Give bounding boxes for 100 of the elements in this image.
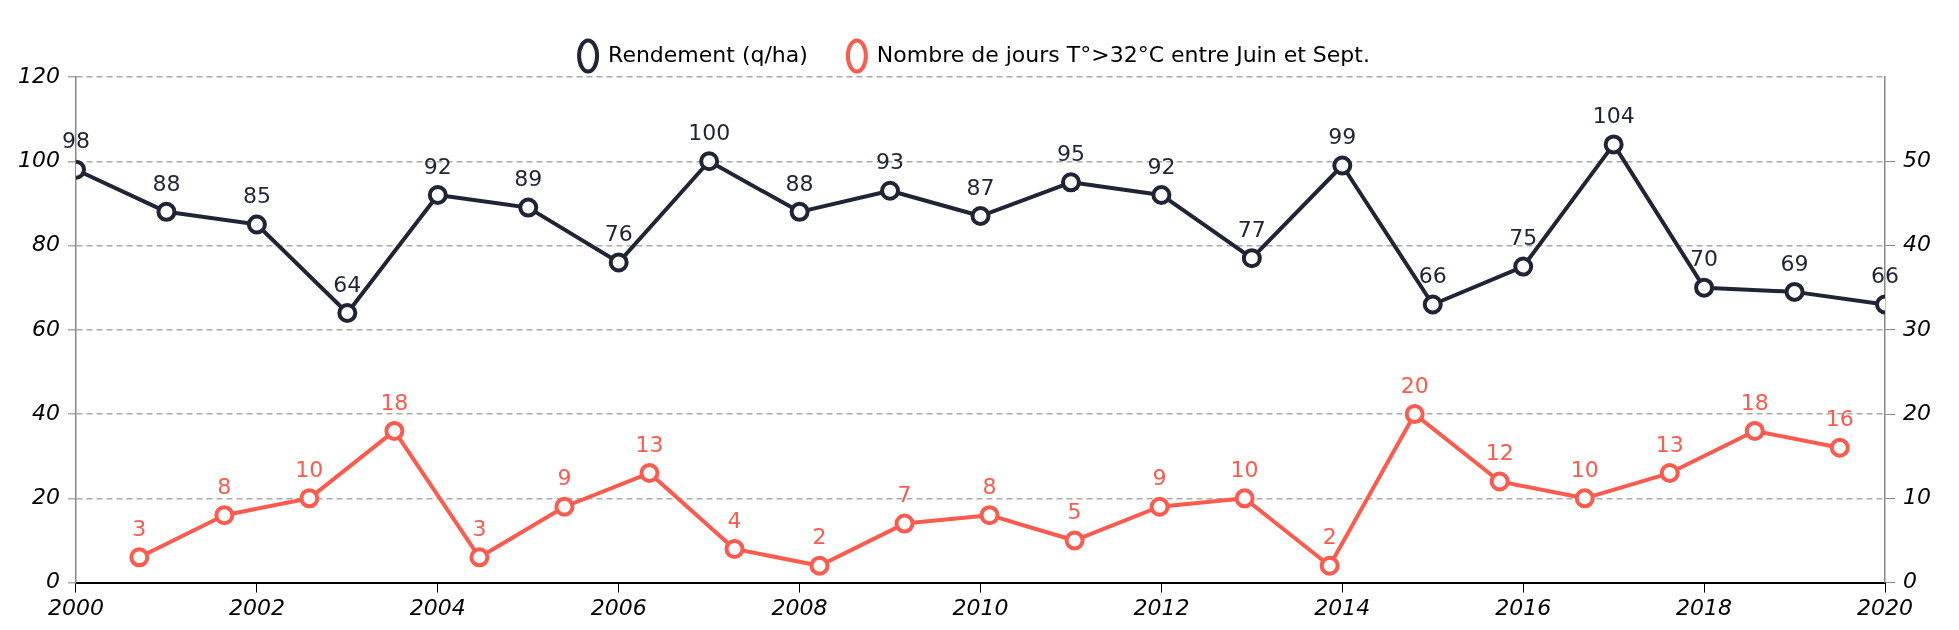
point: [880, 180, 901, 201]
data-label: 12: [1485, 440, 1514, 466]
data-label: 13: [1655, 431, 1684, 457]
data-label: 100: [688, 119, 731, 145]
point: [1422, 294, 1443, 315]
x-tick-label: 2004: [409, 594, 466, 620]
point: [469, 547, 490, 568]
data-label: 76: [604, 221, 633, 247]
point: [809, 555, 830, 576]
data-label: 98: [61, 128, 90, 154]
point: [129, 547, 150, 568]
data-label: 8: [982, 473, 997, 499]
data-label: 2: [812, 524, 827, 550]
point: [1241, 248, 1262, 269]
point: [384, 420, 405, 441]
y2-tick-label: 30: [1903, 315, 1932, 341]
data-label: 4: [727, 507, 742, 533]
data-label: 13: [635, 431, 664, 457]
data-label: 85: [242, 183, 271, 209]
data-label: 66: [1418, 263, 1447, 289]
data-label: 75: [1509, 225, 1538, 251]
data-label: 5: [1067, 499, 1082, 525]
x-tick-label: 2008: [771, 594, 828, 620]
point: [1489, 471, 1510, 492]
point: [554, 496, 575, 517]
y-tick-label: 100: [17, 146, 60, 172]
point: [1513, 256, 1534, 277]
data-label: 93: [876, 149, 905, 175]
point: [1744, 420, 1765, 441]
point: [427, 184, 448, 205]
y-tick-label: 0: [45, 568, 60, 594]
point: [246, 214, 267, 235]
x-tick-label: 2014: [1314, 594, 1371, 620]
point: [299, 488, 320, 509]
data-label: 16: [1825, 406, 1854, 432]
point: [699, 151, 720, 172]
legend-label: Nombre de jours T°>32°C entre Juin et Sept.: [876, 41, 1370, 67]
data-label: 2: [1322, 524, 1337, 550]
x-tick-label: 2000: [47, 594, 104, 620]
data-label: 69: [1780, 250, 1809, 276]
point: [1060, 172, 1081, 193]
point: [1694, 277, 1715, 298]
data-label: 70: [1690, 246, 1719, 272]
point: [789, 201, 810, 222]
data-label: 66: [1871, 263, 1900, 289]
point: [894, 513, 915, 534]
point: [518, 197, 539, 218]
point: [1659, 463, 1680, 484]
point: [1784, 281, 1805, 302]
data-label: 95: [1056, 141, 1085, 167]
data-label: 8: [217, 473, 232, 499]
data-label: 9: [1152, 465, 1167, 491]
point: [1332, 155, 1353, 176]
data-label: 87: [966, 174, 995, 200]
point: [156, 201, 177, 222]
point: [1829, 437, 1850, 458]
data-label: 3: [132, 516, 147, 542]
y-tick-label: 120: [17, 62, 60, 88]
data-label: 88: [785, 170, 814, 196]
y-tick-label: 60: [31, 315, 60, 341]
y2-tick-label: 10: [1903, 484, 1932, 510]
data-label: 89: [514, 166, 543, 192]
y2-tick-label: 20: [1903, 399, 1932, 425]
point: [1574, 488, 1595, 509]
data-label: 104: [1592, 103, 1635, 129]
data-label: 10: [295, 457, 324, 483]
x-tick-label: 2016: [1495, 594, 1552, 620]
data-label: 10: [1570, 457, 1599, 483]
point: [1149, 496, 1170, 517]
y-tick-label: 80: [31, 231, 60, 257]
point: [970, 206, 991, 227]
point: [639, 463, 660, 484]
x-tick-label: 2020: [1857, 594, 1914, 620]
point: [337, 302, 358, 323]
x-tick-label: 2006: [590, 594, 647, 620]
data-label: 3: [472, 516, 487, 542]
y2-tick-label: 40: [1903, 231, 1932, 257]
point: [724, 538, 745, 559]
point: [979, 505, 1000, 526]
point: [1319, 555, 1340, 576]
data-label: 20: [1400, 372, 1429, 398]
data-label: 18: [380, 389, 409, 415]
data-label: 18: [1740, 389, 1769, 415]
legend-label: Rendement (q/ha): [608, 41, 808, 67]
data-label: 10: [1230, 457, 1259, 483]
point: [608, 252, 629, 273]
x-tick-label: 2002: [228, 594, 285, 620]
point: [1603, 134, 1624, 155]
point: [1404, 404, 1425, 425]
data-label: 9: [557, 465, 572, 491]
data-label: 99: [1328, 124, 1357, 150]
y2-tick-label: 0: [1903, 568, 1918, 594]
point: [1151, 184, 1172, 205]
x-tick-label: 2012: [1133, 594, 1190, 620]
data-label: 64: [333, 271, 362, 297]
data-label: 92: [423, 153, 452, 179]
data-label: 77: [1237, 216, 1266, 242]
x-tick-label: 2010: [952, 594, 1009, 620]
y2-tick-label: 50: [1903, 146, 1932, 172]
x-tick-label: 2018: [1676, 594, 1733, 620]
